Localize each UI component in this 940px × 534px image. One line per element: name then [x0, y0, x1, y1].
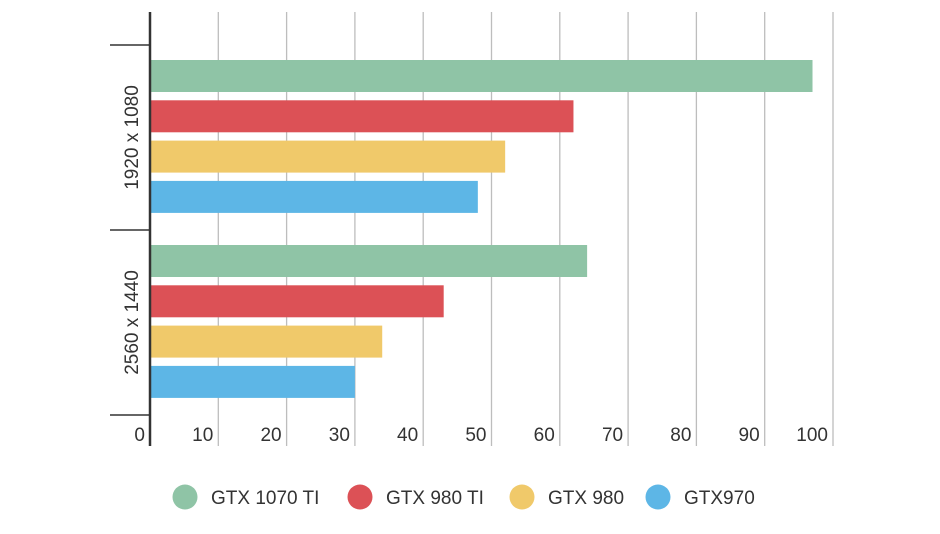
- legend-marker: [172, 484, 198, 510]
- bar: [150, 365, 355, 398]
- bar: [150, 285, 444, 318]
- x-tick-label: 0: [134, 425, 145, 446]
- x-tick-label: 60: [534, 425, 555, 446]
- bar: [150, 325, 383, 358]
- y-category-label: 2560 x 1440: [122, 270, 143, 375]
- x-tick-label: 90: [739, 425, 760, 446]
- bar: [150, 100, 574, 133]
- bar: [150, 245, 588, 277]
- legend-marker: [645, 484, 671, 510]
- x-tick-label: 100: [796, 425, 828, 446]
- legend-marker: [509, 484, 535, 510]
- x-tick-label: 80: [670, 425, 691, 446]
- x-tick-label: 40: [397, 425, 418, 446]
- bar: [150, 60, 813, 92]
- legend-label: GTX 980 TI: [386, 488, 484, 509]
- x-tick-label: 10: [192, 425, 213, 446]
- bar: [150, 140, 506, 173]
- legend-marker: [347, 484, 373, 510]
- x-tick-label: 50: [465, 425, 486, 446]
- x-tick-label: 30: [329, 425, 350, 446]
- legend-label: GTX 980: [548, 488, 624, 509]
- legend-label: GTX970: [684, 488, 755, 509]
- y-category-label: 1920 x 1080: [122, 85, 143, 190]
- legend-label: GTX 1070 TI: [211, 488, 319, 509]
- x-tick-label: 20: [260, 425, 281, 446]
- x-tick-label: 70: [602, 425, 623, 446]
- bar: [150, 180, 478, 213]
